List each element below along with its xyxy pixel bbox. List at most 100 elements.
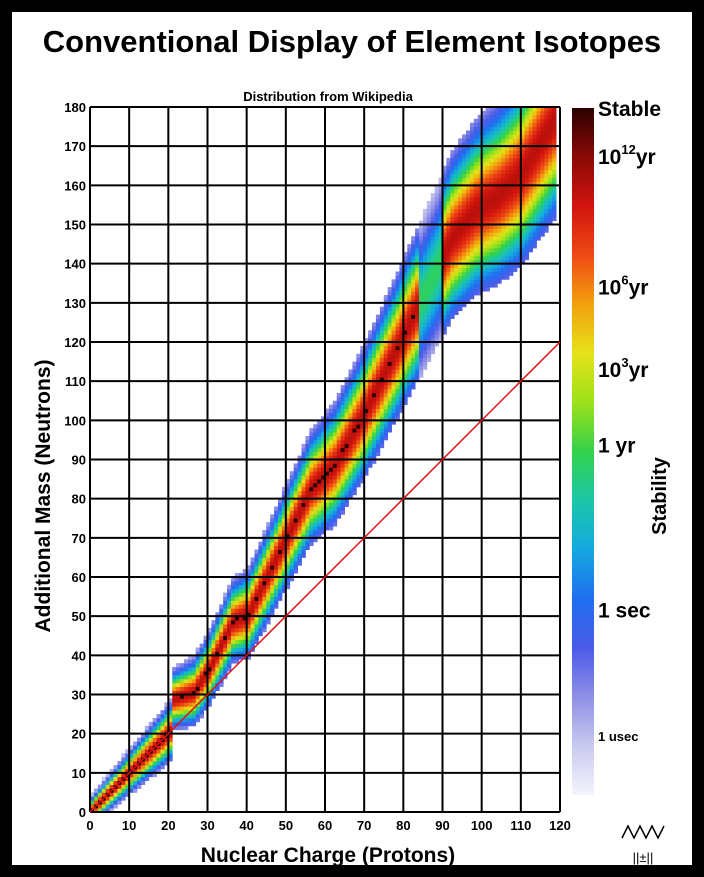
heat-cell: [340, 439, 345, 445]
heat-cell: [187, 694, 193, 699]
heat-cell: [466, 197, 471, 202]
heat-cell: [481, 126, 486, 131]
heat-cell: [407, 392, 412, 398]
heat-cell: [395, 342, 400, 347]
heat-cell: [442, 287, 447, 292]
heat-cell: [399, 283, 404, 288]
heat-cell: [328, 408, 334, 413]
heat-cell: [234, 643, 240, 648]
heat-cell: [266, 522, 271, 527]
heat-cell: [242, 627, 248, 633]
heat-cell: [340, 396, 345, 402]
heat-cell: [250, 631, 255, 637]
heat-cell: [340, 455, 345, 460]
heat-cell: [442, 165, 447, 171]
heat-cell: [242, 612, 248, 617]
heat-cell: [415, 228, 420, 233]
heat-cell: [415, 326, 420, 331]
heat-cell: [516, 185, 522, 190]
y-tick-label: 150: [64, 218, 86, 233]
heat-cell: [513, 228, 518, 233]
heat-cell: [332, 432, 338, 437]
heat-cell: [399, 291, 404, 296]
heat-cell: [379, 416, 385, 421]
heat-cell: [520, 189, 526, 194]
heat-cell: [203, 639, 208, 644]
heat-cell: [407, 248, 412, 253]
heat-cell: [422, 228, 428, 233]
heat-cell: [473, 224, 479, 229]
heat-cell: [148, 761, 154, 766]
heat-cell: [391, 326, 396, 331]
heat-cell: [270, 541, 275, 547]
heat-cell: [450, 279, 455, 284]
heat-cell: [305, 467, 310, 472]
heat-cell: [442, 220, 447, 225]
heat-cell: [325, 494, 330, 500]
heat-cell: [477, 142, 483, 147]
heat-cell: [415, 298, 420, 304]
heat-cell: [328, 467, 334, 472]
heat-cell: [187, 663, 193, 668]
heat-cell: [391, 400, 396, 406]
heat-cell: [395, 373, 400, 378]
heat-cell: [462, 298, 467, 304]
heat-cell: [395, 404, 400, 409]
heat-cell: [411, 259, 416, 265]
heat-cell: [383, 298, 389, 304]
heat-cell: [450, 263, 455, 268]
heat-cell: [454, 154, 459, 159]
heat-cell: [493, 146, 498, 151]
heat-cell: [509, 236, 514, 241]
heat-cell: [481, 267, 486, 272]
heat-cell: [383, 322, 389, 327]
heat-cell: [489, 279, 494, 284]
heat-cell: [278, 580, 283, 586]
heat-cell: [391, 342, 396, 347]
heat-cell: [187, 718, 193, 723]
heat-cell: [477, 134, 483, 139]
heat-cell: [289, 533, 295, 539]
heat-cell: [379, 420, 385, 425]
heat-cell: [379, 432, 385, 437]
heat-cell: [293, 475, 298, 480]
heat-cell: [356, 447, 361, 453]
heat-cell: [332, 502, 338, 507]
heat-cell: [137, 776, 142, 782]
heat-cell: [301, 447, 306, 453]
heat-cell: [348, 439, 353, 445]
heat-cell: [364, 345, 369, 351]
heat-cell: [434, 201, 439, 206]
heat-cell: [469, 177, 475, 182]
heat-cell: [520, 181, 526, 186]
heat-cell: [270, 557, 275, 562]
heat-cell: [505, 228, 510, 233]
heat-cell: [462, 248, 467, 253]
heat-cell: [274, 565, 279, 570]
heat-cell: [278, 514, 283, 519]
heat-cell: [242, 569, 248, 574]
heat-cell: [489, 212, 494, 218]
heat-cell: [305, 522, 310, 527]
heat-cell: [274, 569, 279, 574]
heat-cell: [219, 667, 224, 672]
heat-cell: [415, 361, 420, 366]
heat-cell: [383, 428, 389, 433]
heat-cell: [513, 208, 518, 214]
heat-cell: [524, 161, 530, 167]
heat-cell: [415, 357, 420, 362]
heat-cell: [520, 146, 526, 151]
heat-cell: [485, 189, 490, 194]
heat-cell: [266, 592, 271, 597]
heat-cell: [395, 365, 400, 370]
heat-cell: [148, 765, 154, 770]
heat-cell: [234, 639, 240, 644]
heat-cell: [375, 365, 381, 370]
heat-cell: [430, 287, 436, 292]
heat-cell: [372, 408, 377, 413]
heat-cell: [383, 295, 389, 300]
heat-cell: [270, 577, 275, 582]
heat-cell: [430, 349, 436, 355]
heat-cell: [364, 381, 369, 386]
heat-cell: [485, 142, 490, 147]
